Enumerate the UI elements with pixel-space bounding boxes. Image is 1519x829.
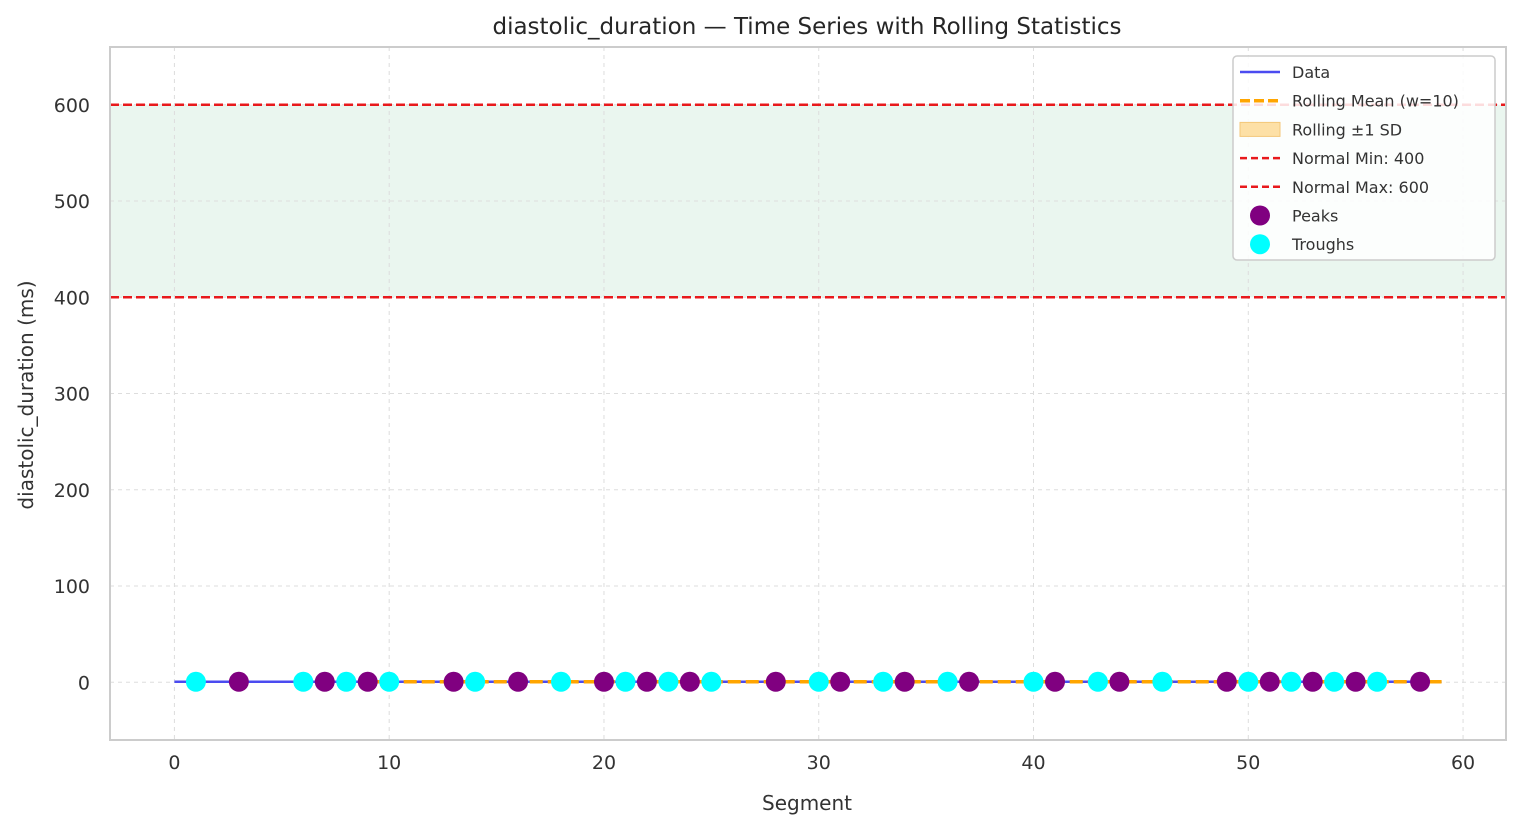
- peak-point: [1109, 671, 1130, 692]
- legend-box: [1232, 55, 1496, 261]
- trough-point: [937, 671, 958, 692]
- legend-troughs-swatch: [1250, 234, 1270, 255]
- y-tick-label: 0: [78, 672, 90, 694]
- y-tick-label: 100: [54, 576, 90, 598]
- peak-point: [228, 671, 249, 692]
- legend-data-label: Data: [1292, 63, 1330, 82]
- peak-point: [1044, 671, 1065, 692]
- trough-point: [336, 671, 357, 692]
- peak-point: [1302, 671, 1323, 692]
- peak-point: [765, 671, 786, 692]
- trough-point: [465, 671, 486, 692]
- peak-point: [508, 671, 529, 692]
- trough-point: [1087, 671, 1108, 692]
- peak-point: [894, 671, 915, 692]
- trough-point: [1367, 671, 1388, 692]
- x-axis-label: Segment: [762, 791, 852, 815]
- peak-point: [636, 671, 657, 692]
- y-axis-label: diastolic_duration (ms): [14, 280, 38, 509]
- trough-point: [1023, 671, 1044, 692]
- y-tick-label: 300: [54, 384, 90, 406]
- x-tick-label: 0: [168, 752, 180, 774]
- plot-frame: [109, 46, 1507, 741]
- trough-point: [551, 671, 572, 692]
- trough-point: [808, 671, 829, 692]
- x-tick-label: 50: [1236, 752, 1260, 774]
- trough-point: [185, 671, 206, 692]
- peak-point: [357, 671, 378, 692]
- legend-normal-max-label: Normal Max: 600: [1292, 178, 1429, 197]
- trough-point: [1238, 671, 1259, 692]
- peak-point: [1345, 671, 1366, 692]
- peak-point: [1259, 671, 1280, 692]
- x-tick-label: 40: [1021, 752, 1045, 774]
- legend-rolling-mean-label: Rolling Mean (w=10): [1292, 92, 1459, 111]
- legend-peaks-swatch: [1250, 205, 1270, 226]
- legend-troughs-label: Troughs: [1291, 235, 1354, 254]
- trough-point: [658, 671, 679, 692]
- legend-peaks-label: Peaks: [1292, 207, 1338, 226]
- legend-rolling-sd-swatch: [1239, 121, 1281, 137]
- x-tick-label: 60: [1451, 752, 1475, 774]
- y-tick-label: 400: [54, 287, 90, 309]
- chart-title: diastolic_duration — Time Series with Ro…: [492, 14, 1121, 40]
- x-tick-label: 10: [377, 752, 401, 774]
- peak-point: [314, 671, 335, 692]
- peak-point: [1216, 671, 1237, 692]
- peak-point: [830, 671, 851, 692]
- trough-point: [379, 671, 400, 692]
- peak-point: [443, 671, 464, 692]
- trough-point: [293, 671, 314, 692]
- x-tick-label: 20: [592, 752, 616, 774]
- trough-point: [1324, 671, 1345, 692]
- trough-point: [701, 671, 722, 692]
- trough-point: [873, 671, 894, 692]
- y-tick-label: 200: [54, 480, 90, 502]
- peak-point: [679, 671, 700, 692]
- trough-point: [1281, 671, 1302, 692]
- legend: Data Rolling Mean (w=10) Rolling ±1 SD Norm…: [1232, 55, 1496, 261]
- legend-rolling-sd-label: Rolling ±1 SD: [1292, 120, 1402, 139]
- peak-point: [593, 671, 614, 692]
- peak-point: [959, 671, 980, 692]
- peak-point: [1410, 671, 1431, 692]
- legend-normal-min-label: Normal Min: 400: [1292, 149, 1424, 168]
- y-tick-label: 500: [54, 191, 90, 213]
- y-tick-label: 600: [54, 95, 90, 117]
- x-tick-label: 30: [807, 752, 831, 774]
- trough-point: [1152, 671, 1173, 692]
- trough-point: [615, 671, 636, 692]
